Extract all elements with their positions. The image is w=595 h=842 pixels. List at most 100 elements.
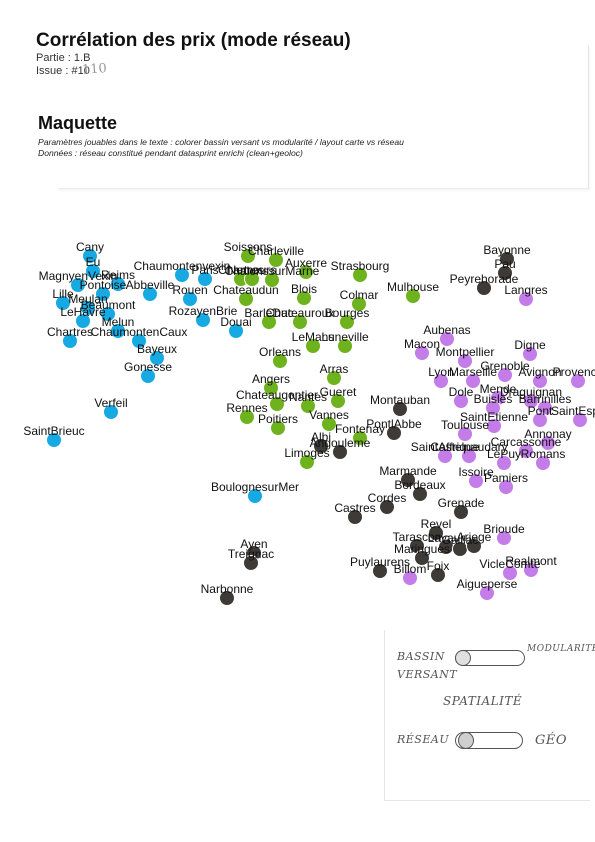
network-node[interactable] [465, 373, 481, 389]
network-node[interactable] [457, 353, 473, 369]
network-node[interactable] [332, 444, 348, 460]
network-node[interactable] [532, 373, 548, 389]
network-node[interactable] [347, 509, 363, 525]
network-node[interactable] [62, 333, 78, 349]
layout-toggle[interactable] [455, 732, 523, 749]
network-node[interactable] [70, 277, 86, 293]
network-node[interactable] [264, 272, 280, 288]
network-node[interactable] [149, 350, 165, 366]
network-node[interactable] [412, 486, 428, 502]
network-node[interactable] [337, 338, 353, 354]
network-node[interactable] [300, 398, 316, 414]
network-node[interactable] [386, 425, 402, 441]
network-node[interactable] [496, 455, 512, 471]
network-node[interactable] [433, 373, 449, 389]
network-node[interactable] [402, 570, 418, 586]
network-node[interactable] [46, 432, 62, 448]
network-node[interactable] [428, 525, 444, 541]
network-node[interactable] [95, 286, 111, 302]
network-node[interactable] [518, 291, 534, 307]
network-node[interactable] [523, 562, 539, 578]
network-node[interactable] [174, 267, 190, 283]
network-node[interactable] [55, 295, 71, 311]
network-node[interactable] [261, 314, 277, 330]
network-node[interactable] [392, 401, 408, 417]
network-node[interactable] [272, 353, 288, 369]
network-node[interactable] [461, 448, 477, 464]
network-node[interactable] [243, 555, 259, 571]
network-node[interactable] [352, 267, 368, 283]
network-node[interactable] [269, 396, 285, 412]
network-node[interactable] [523, 393, 539, 409]
network-node[interactable] [305, 338, 321, 354]
network-node[interactable] [238, 291, 254, 307]
network-node[interactable] [466, 538, 482, 554]
network-node[interactable] [414, 550, 430, 566]
network-node[interactable] [197, 271, 213, 287]
network-node[interactable] [497, 367, 513, 383]
network-node[interactable] [405, 288, 421, 304]
network-node[interactable] [239, 409, 255, 425]
network-node[interactable] [330, 393, 346, 409]
basin-modularity-toggle[interactable] [455, 650, 525, 666]
network-node[interactable] [326, 370, 342, 386]
network-node[interactable] [313, 438, 329, 454]
network-node[interactable] [372, 563, 388, 579]
network-node[interactable] [496, 530, 512, 546]
network-node[interactable] [140, 368, 156, 384]
network-node[interactable] [485, 400, 501, 416]
network-node[interactable] [570, 373, 586, 389]
network-node[interactable] [195, 312, 211, 328]
network-node[interactable] [414, 345, 430, 361]
network-node[interactable] [486, 418, 502, 434]
network-node[interactable] [479, 585, 495, 601]
network-node[interactable] [540, 435, 556, 451]
network-node[interactable] [339, 314, 355, 330]
network-node[interactable] [352, 430, 368, 446]
network-node[interactable] [100, 306, 116, 322]
network-node[interactable] [75, 313, 91, 329]
network-node[interactable] [244, 271, 260, 287]
network-node[interactable] [430, 567, 446, 583]
network-node[interactable] [437, 448, 453, 464]
network-node[interactable] [535, 455, 551, 471]
network-node[interactable] [400, 472, 416, 488]
network-node[interactable] [468, 473, 484, 489]
network-node[interactable] [321, 416, 337, 432]
network-node[interactable] [263, 380, 279, 396]
network-node[interactable] [182, 291, 198, 307]
network-node[interactable] [85, 263, 101, 279]
network-node[interactable] [457, 426, 473, 442]
network-node[interactable] [453, 504, 469, 520]
network-node[interactable] [296, 290, 312, 306]
network-node[interactable] [240, 248, 256, 264]
network-node[interactable] [476, 280, 492, 296]
network-node[interactable] [532, 412, 548, 428]
network-node[interactable] [110, 276, 126, 292]
network-node[interactable] [298, 264, 314, 280]
network-node[interactable] [518, 443, 534, 459]
network-node[interactable] [219, 590, 235, 606]
network-node[interactable] [270, 420, 286, 436]
network-node[interactable] [268, 252, 284, 268]
network-node[interactable] [142, 286, 158, 302]
network-node[interactable] [498, 479, 514, 495]
network-node[interactable] [110, 323, 126, 339]
network-node[interactable] [131, 333, 147, 349]
network-node[interactable] [453, 393, 469, 409]
network-node[interactable] [292, 314, 308, 330]
network-node[interactable] [379, 499, 395, 515]
network-node[interactable] [299, 454, 315, 470]
network-node[interactable] [439, 331, 455, 347]
network-node[interactable] [228, 323, 244, 339]
network-node[interactable] [82, 248, 98, 264]
network-node[interactable] [572, 412, 588, 428]
network-node[interactable] [103, 404, 119, 420]
node-label: SaintEsprit [551, 404, 595, 418]
network-node[interactable] [502, 565, 518, 581]
node-label: Limoges [284, 446, 329, 460]
network-node[interactable] [522, 346, 538, 362]
network-node[interactable] [351, 296, 367, 312]
network-node[interactable] [247, 488, 263, 504]
network-node[interactable] [497, 265, 513, 281]
